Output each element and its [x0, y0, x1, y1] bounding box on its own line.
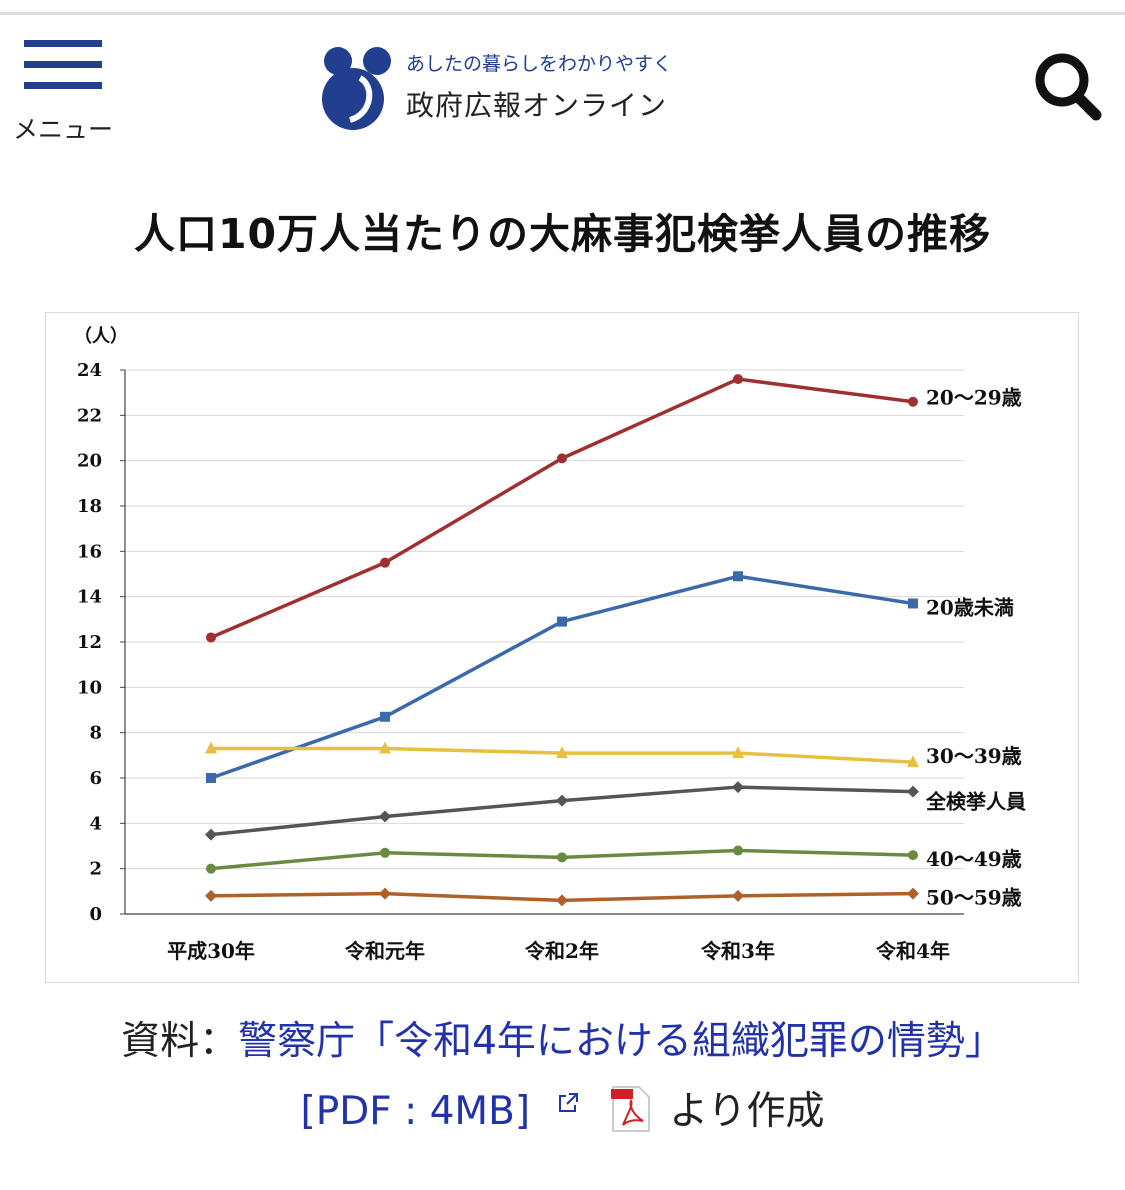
- x-tick-label: 平成30年: [167, 939, 255, 963]
- data-point: [556, 746, 568, 759]
- data-point: [908, 850, 918, 861]
- data-point: [205, 828, 217, 841]
- search-icon[interactable]: [1032, 48, 1106, 122]
- logo-tagline: あしたの暮らしをわかりやすく: [406, 53, 673, 75]
- y-tick-label: 22: [77, 405, 102, 426]
- y-tick-label: 12: [77, 632, 102, 653]
- data-point: [379, 887, 391, 900]
- series-label: 50～59歳: [926, 886, 1022, 910]
- data-point: [908, 598, 918, 609]
- pdf-link[interactable]: [PDF : 4MB]: [300, 1089, 531, 1134]
- pdf-icon: [610, 1085, 651, 1143]
- x-tick-label: 令和4年: [876, 939, 950, 963]
- data-point: [205, 741, 217, 754]
- menu-label: メニュー: [12, 115, 113, 144]
- y-tick-label: 10: [77, 677, 102, 698]
- data-point: [907, 785, 919, 798]
- data-point: [380, 847, 390, 858]
- data-point: [380, 557, 390, 568]
- series-line: [210, 785, 914, 837]
- data-point: [732, 746, 744, 759]
- data-point: [380, 711, 390, 722]
- series-label: 30～39歳: [926, 744, 1022, 768]
- data-point: [206, 863, 216, 874]
- data-point: [206, 632, 216, 643]
- data-point: [908, 396, 918, 407]
- y-tick-label: 24: [77, 360, 102, 381]
- y-tick-label: 20: [77, 451, 102, 472]
- data-point: [206, 773, 216, 783]
- y-tick-label: 14: [77, 587, 102, 608]
- x-tick-label: 令和元年: [345, 939, 425, 963]
- y-tick-label: 6: [89, 768, 102, 789]
- y-tick-label: 0: [89, 904, 102, 925]
- page-title: 人口10万人当たりの大麻事犯検挙人員の推移: [133, 210, 992, 258]
- data-point: [557, 453, 567, 464]
- data-point: [556, 794, 568, 807]
- series-label: 20歳未満: [926, 595, 1014, 619]
- series-label: 40～49歳: [926, 847, 1022, 871]
- data-point: [733, 571, 743, 582]
- source-prefix: 資料：: [121, 1019, 239, 1064]
- data-point: [557, 616, 567, 627]
- source-line: 資料：警察庁「令和4年における組織犯罪の情勢」: [0, 1010, 1125, 1066]
- data-point: [733, 845, 743, 856]
- data-point: [379, 741, 391, 754]
- y-tick-label: 4: [89, 813, 102, 834]
- data-point: [556, 894, 568, 907]
- source-suffix: より作成: [669, 1089, 825, 1134]
- data-point: [733, 374, 743, 385]
- series-label: 20～29歳: [926, 386, 1022, 410]
- y-tick-label: 16: [77, 541, 102, 562]
- logo-name: 政府広報オンライン: [406, 89, 668, 122]
- x-tick-label: 令和2年: [525, 939, 599, 963]
- search-button[interactable]: [1032, 48, 1106, 122]
- data-point: [907, 887, 919, 900]
- y-axis-label: （人）: [74, 326, 128, 347]
- series-line: [210, 377, 914, 640]
- top-divider: [0, 12, 1125, 15]
- x-tick-label: 令和3年: [701, 939, 775, 963]
- site-logo[interactable]: あしたの暮らしをわかりやすく 政府広報オンライン: [320, 44, 720, 134]
- data-point: [732, 781, 744, 794]
- data-point: [557, 852, 567, 863]
- data-point: [379, 810, 391, 823]
- y-tick-label: 8: [89, 723, 102, 744]
- menu-button[interactable]: メニュー: [8, 38, 118, 144]
- source-line-2: [PDF : 4MB] より作成: [0, 1080, 1125, 1143]
- external-link-icon: [556, 1080, 580, 1125]
- data-point: [732, 889, 744, 902]
- source-link[interactable]: 警察庁「令和4年における組織犯罪の情勢」: [238, 1019, 1004, 1064]
- y-tick-label: 18: [77, 496, 102, 517]
- chart-frame: 0 2 4 6 8 10 12 14 16 18 20 22 24 （人） 平成30年 令和元年 令和2年 令和3…: [45, 312, 1079, 983]
- data-point: [205, 889, 217, 902]
- data-point: [907, 755, 919, 768]
- series-label: 全検挙人員: [925, 790, 1026, 814]
- y-tick-label: 2: [89, 859, 102, 880]
- logo-mark-icon: [322, 47, 391, 130]
